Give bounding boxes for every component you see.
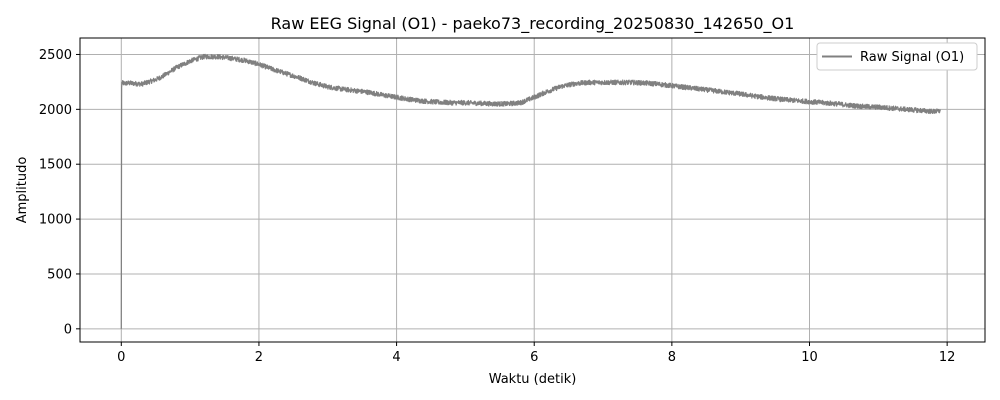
x-tick-label: 4 [392,350,400,365]
y-tick-label: 1500 [39,158,72,173]
x-tick-label: 10 [801,350,818,365]
x-axis-label: Waktu (detik) [489,372,577,387]
chart-title: Raw EEG Signal (O1) - paeko73_recording_… [271,14,795,34]
y-tick-label: 2000 [39,103,72,118]
axes-layer [79,37,986,343]
plot-layer [120,53,941,329]
x-tick-label: 8 [668,350,676,365]
plot-frame [79,37,986,343]
x-tick-label: 0 [117,350,125,365]
y-tick-label: 0 [64,322,72,337]
legend: Raw Signal (O1) [816,42,978,71]
grid-layer [80,38,985,342]
y-tick-label: 500 [47,267,72,282]
legend-box [816,42,978,71]
x-tick-label: 12 [939,350,956,365]
ticks-layer: 0 2 4 6 8 10 12 0 500 1000 1500 2000 2500 [39,48,956,365]
y-tick-label: 2500 [39,48,72,63]
legend-label-raw-signal: Raw Signal (O1) [860,50,964,65]
x-tick-label: 2 [255,350,263,365]
y-tick-label: 1000 [39,213,72,228]
x-tick-label: 6 [530,350,538,365]
series-line-raw-signal [120,53,941,329]
y-axis-label: Amplitudo [15,157,30,224]
